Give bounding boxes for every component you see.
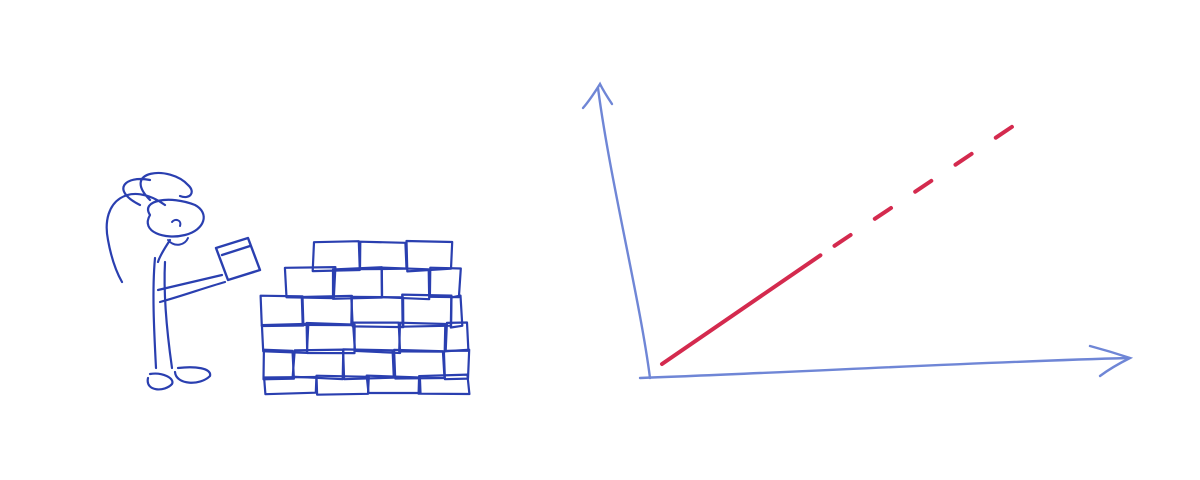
projected-line-dash: [872, 206, 893, 221]
y-axis-arrowhead: [581, 81, 614, 110]
figure-neck: [156, 238, 172, 264]
wall-brick: [259, 294, 305, 328]
figure-hair: [105, 171, 193, 284]
wall-brick: [393, 348, 446, 380]
wall-brick: [351, 321, 402, 355]
held-brick: [214, 236, 262, 282]
wall-brick: [449, 294, 464, 329]
wall-brick: [305, 321, 356, 355]
figure-face: [167, 218, 189, 246]
wall-brick: [300, 294, 353, 327]
chart: [581, 81, 1134, 380]
figure-head: [146, 198, 205, 238]
figure-arm: [156, 273, 227, 304]
x-axis: [638, 356, 1130, 380]
wall-brick: [263, 375, 318, 396]
actual-line: [660, 253, 823, 366]
wall-brick: [291, 348, 345, 381]
wall-brick: [262, 348, 295, 381]
wall-brick: [417, 373, 471, 396]
stick-figure: [105, 171, 262, 391]
projected-line-dash: [993, 124, 1014, 140]
brick-wall: [259, 239, 471, 396]
wall-brick: [358, 240, 408, 271]
projected-line-dash: [913, 178, 934, 194]
figure-body: [152, 256, 174, 370]
wall-brick: [260, 322, 310, 354]
y-axis: [596, 86, 652, 380]
x-axis-arrowhead: [1088, 344, 1134, 378]
wall-brick: [331, 266, 384, 300]
projected-line-dash: [953, 151, 974, 167]
wall-brick: [428, 266, 462, 299]
figure-left-foot: [146, 372, 174, 391]
figure-right-foot: [173, 366, 212, 384]
wall-brick: [380, 266, 431, 301]
projected-line-dash: [832, 233, 853, 248]
wall-brick: [405, 239, 454, 273]
